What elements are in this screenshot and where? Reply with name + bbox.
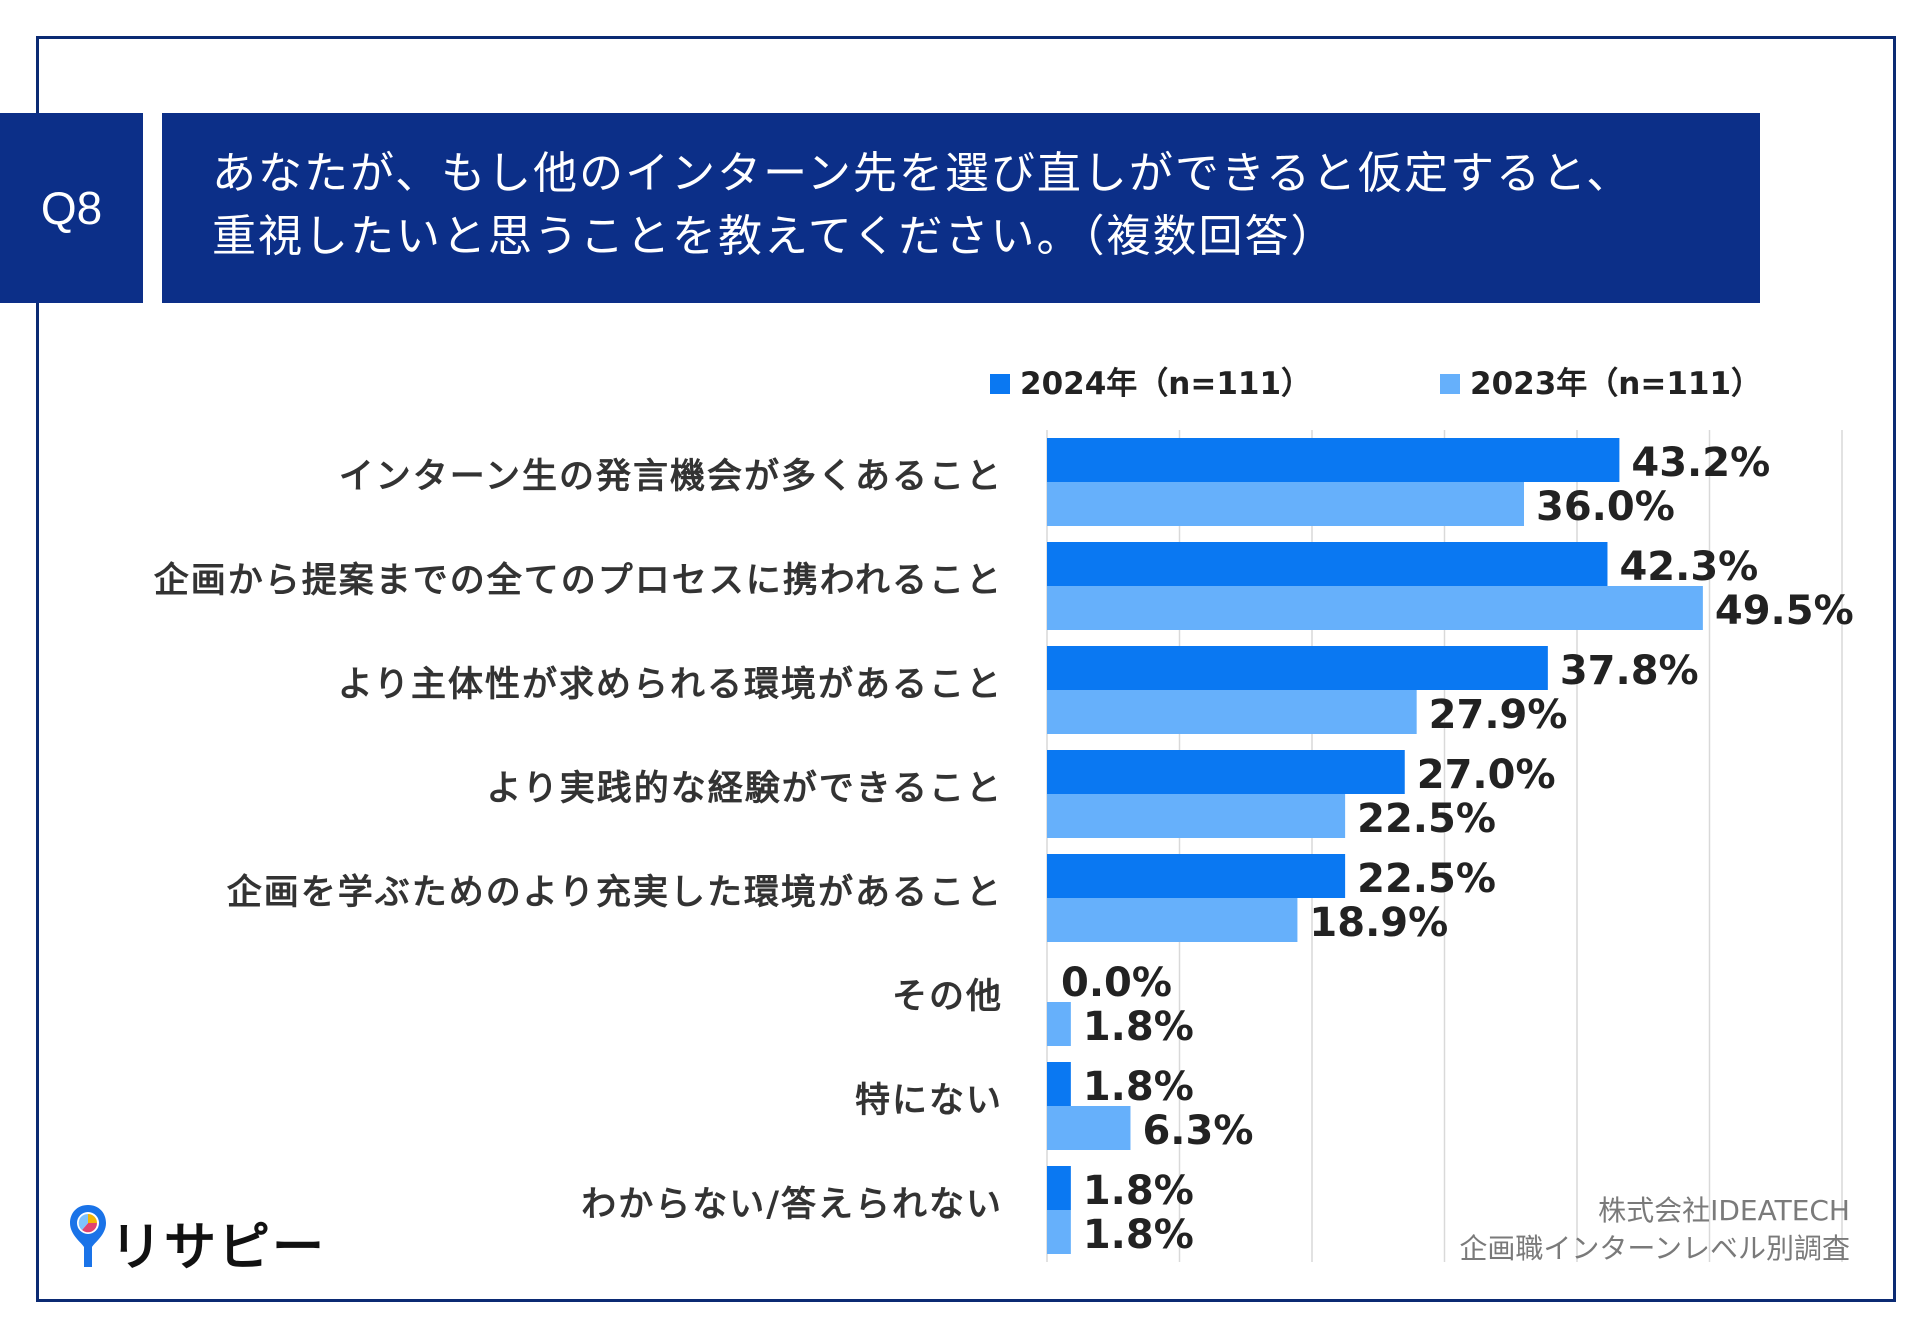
data-label: 36.0% <box>1536 484 1675 530</box>
bar <box>1047 690 1417 734</box>
data-label: 22.5% <box>1357 856 1496 902</box>
data-label: 27.0% <box>1417 752 1556 798</box>
legend-label: 2024年（n=111） <box>1020 366 1312 402</box>
bar <box>1047 646 1548 690</box>
category-label: わからない/答えられない <box>581 1185 1003 1225</box>
category-label: 企画を学ぶためのより充実した環境があること <box>227 872 1003 913</box>
data-label: 1.8% <box>1083 1004 1194 1050</box>
data-label: 1.8% <box>1083 1064 1194 1110</box>
bar <box>1047 542 1608 586</box>
data-label: 49.5% <box>1715 588 1854 634</box>
bar <box>1047 438 1620 482</box>
data-label: 37.8% <box>1560 648 1699 694</box>
bar <box>1047 1166 1071 1210</box>
data-label: 27.9% <box>1429 692 1568 738</box>
category-label: 企画から提案までの全てのプロセスに携われること <box>154 560 1003 601</box>
bar <box>1047 1062 1071 1106</box>
bar <box>1047 898 1298 942</box>
data-label: 43.2% <box>1631 440 1770 486</box>
data-label: 1.8% <box>1083 1168 1194 1214</box>
question-title-line2: 重視したいと思うことを教えてください。（複数回答） <box>212 211 1337 262</box>
question-title-box: あなたが、もし他のインターン先を選び直しができると仮定すると、 重視したいと思う… <box>162 113 1760 303</box>
data-label: 42.3% <box>1619 544 1758 590</box>
risapy-logo: リサピー <box>68 1203 324 1278</box>
credit-company: 株式会社IDEATECH <box>1598 1194 1850 1227</box>
data-label: 22.5% <box>1357 796 1496 842</box>
pin-logo-icon <box>70 1205 106 1267</box>
legend-swatch <box>1440 374 1460 394</box>
data-label: 6.3% <box>1142 1108 1253 1154</box>
category-label: より主体性が求められる環境があること <box>338 665 1003 705</box>
category-label: より実践的な経験ができること <box>486 769 1003 809</box>
question-number-badge: Q8 <box>0 113 143 303</box>
bar <box>1047 1002 1071 1046</box>
bar <box>1047 586 1703 630</box>
bar <box>1047 854 1346 898</box>
data-label: 18.9% <box>1309 900 1448 946</box>
legend-swatch <box>990 374 1010 394</box>
credit-survey: 企画職インターンレベル別調査 <box>1459 1232 1850 1265</box>
category-label: その他 <box>892 977 1003 1017</box>
category-label: インターン生の発言機会が多くあること <box>339 457 1003 497</box>
source-credit: 株式会社IDEATECH 企画職インターンレベル別調査 <box>1459 1192 1850 1268</box>
question-number: Q8 <box>40 182 103 234</box>
bar <box>1047 482 1524 526</box>
legend-label: 2023年（n=111） <box>1470 366 1762 402</box>
category-label: 特にない <box>855 1081 1003 1121</box>
logo-text: リサピー <box>110 1218 327 1278</box>
bar <box>1047 750 1405 794</box>
chart-frame <box>36 36 1896 1302</box>
bar <box>1047 1106 1131 1150</box>
data-label: 0.0% <box>1061 960 1172 1006</box>
question-title-line1: あなたが、もし他のインターン先を選び直しができると仮定すると、 <box>212 148 1633 199</box>
bar <box>1047 794 1346 838</box>
data-label: 1.8% <box>1083 1212 1194 1258</box>
bar <box>1047 1210 1071 1254</box>
